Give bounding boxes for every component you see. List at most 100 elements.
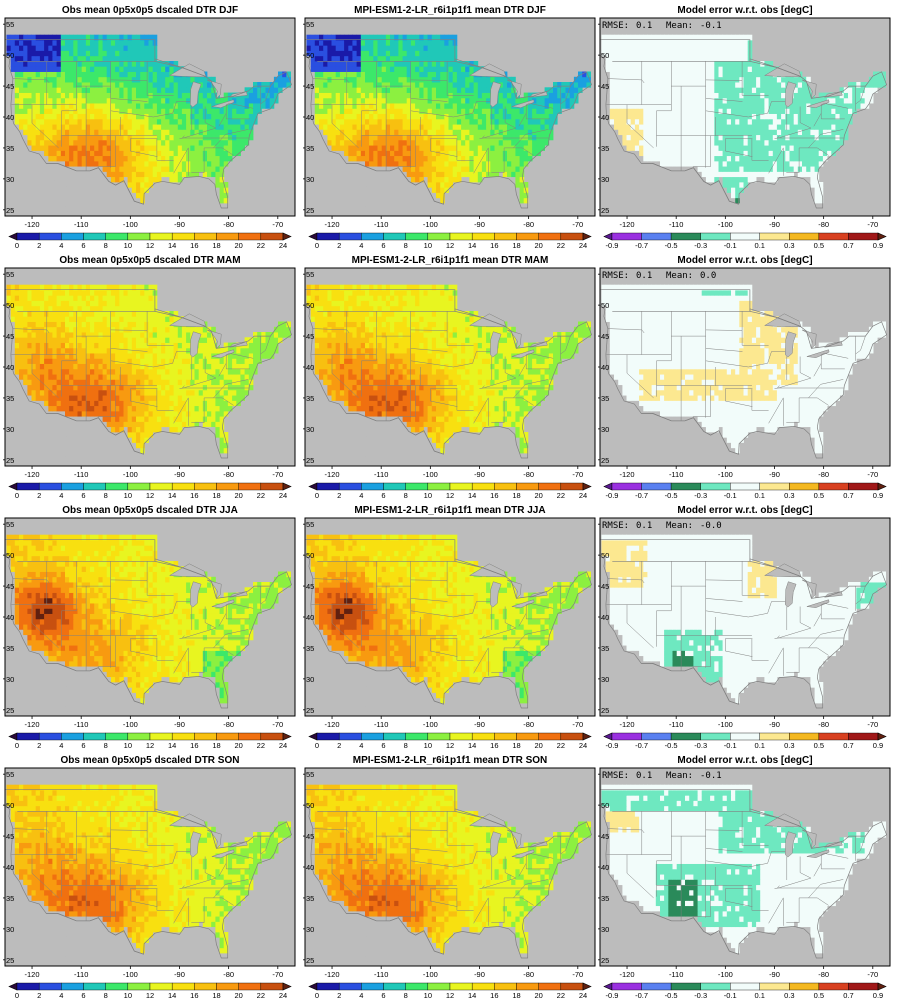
colorbar-tick-label: 0.9: [873, 741, 883, 750]
lat-tick-label: 40: [306, 863, 314, 872]
mexico-border: [346, 913, 444, 955]
lon-tick-label: -100: [423, 220, 438, 229]
colorbar-tick-label: 0: [315, 741, 319, 750]
colorbar-tick-label: 20: [534, 491, 542, 500]
lat-tick-label: 25: [6, 956, 14, 965]
colorbar-tick-label: 12: [146, 741, 154, 750]
colorbar-dtr: 0 2 4 6 8 10 12 14 16 18 20 22 24: [308, 232, 592, 250]
lon-tick-label: -90: [474, 470, 485, 479]
colorbar-tick-label: 8: [104, 991, 108, 1000]
mexico-border: [641, 663, 739, 705]
state-lines: [11, 561, 271, 676]
lat-tick-label: 55: [6, 520, 14, 529]
canada-border: [317, 558, 506, 577]
lat-tick-label: 40: [6, 863, 14, 872]
lat-tick-label: 50: [601, 301, 609, 310]
lon-tick-label: -100: [423, 970, 438, 979]
lat-tick-label: 45: [306, 82, 314, 91]
great-lake: [211, 349, 235, 358]
colorbar-tick-label: 6: [381, 491, 385, 500]
great-lake: [490, 831, 502, 858]
mean-label: Mean:: [666, 521, 693, 531]
coastline: [600, 39, 888, 209]
state-lines: [606, 811, 866, 926]
colorbar-tick-label: 16: [490, 991, 498, 1000]
great-lake: [190, 581, 202, 608]
mexico-border: [46, 913, 144, 955]
colorbar-tick-label: 12: [446, 741, 454, 750]
colorbar-tick-label: 10: [424, 991, 432, 1000]
colorbar-tick-label: 8: [404, 491, 408, 500]
great-lake: [785, 81, 797, 108]
mexico-border: [46, 413, 144, 455]
mexico-border: [346, 663, 444, 705]
mexico-border: [346, 413, 444, 455]
lat-tick-label: 55: [6, 770, 14, 779]
colorbar-tick-label: 0.7: [843, 991, 853, 1000]
lon-tick-label: -70: [867, 720, 878, 729]
colorbar-tick-label: 0.3: [784, 241, 794, 250]
state-lines: [606, 311, 866, 426]
rmse-label: RMSE:: [602, 271, 629, 281]
lat-tick-label: 40: [6, 613, 14, 622]
colorbar-tick-label: 16: [490, 491, 498, 500]
colorbar-tick-label: -0.7: [635, 241, 648, 250]
lon-tick-label: -70: [867, 970, 878, 979]
colorbar-tick-label: 0.5: [814, 491, 824, 500]
colorbar-tick-label: 6: [81, 741, 85, 750]
mean-value: 0.0: [700, 271, 716, 281]
colorbar-tick-label: 4: [59, 241, 63, 250]
lon-tick-label: -70: [272, 720, 283, 729]
lon-tick-label: -120: [620, 220, 635, 229]
lon-tick-label: -110: [669, 220, 683, 229]
colorbar-dtr: 0 2 4 6 8 10 12 14 16 18 20 22 24: [308, 732, 592, 750]
colorbar-tick-label: 20: [234, 241, 242, 250]
field-layer: [600, 34, 888, 216]
lon-tick-label: -80: [223, 970, 234, 979]
lon-tick-label: -110: [669, 470, 683, 479]
lat-tick-label: 25: [6, 206, 14, 215]
mean-value: -0.1: [700, 771, 722, 781]
gridded-field: [6, 284, 291, 454]
lon-tick-label: -90: [769, 970, 780, 979]
state-lines: [11, 61, 271, 176]
lon-tick-label: -70: [572, 470, 583, 479]
lat-tick-label: 25: [6, 456, 14, 465]
lat-tick-label: 30: [6, 925, 14, 934]
canada-border: [317, 808, 506, 827]
mean-label: Mean:: [666, 771, 693, 781]
gridded-field: [306, 534, 591, 704]
colorbar-tick-label: 0.1: [755, 491, 765, 500]
colorbar-dtr: 0 2 4 6 8 10 12 14 16 18 20 22 24: [308, 482, 592, 500]
colorbar-tick-label: -0.1: [724, 491, 737, 500]
colorbar-tick-label: 10: [124, 991, 132, 1000]
colorbar-error: -0.9 -0.7 -0.5 -0.3 -0.1 0.1 0.3 0.5 0.7 0.9: [603, 732, 887, 750]
lon-tick-label: -90: [174, 720, 185, 729]
colorbar-tick-label: -0.9: [606, 241, 619, 250]
colorbar-tick-label: -0.5: [665, 241, 678, 250]
colorbar-dtr: 0 2 4 6 8 10 12 14 16 18 20 22 24: [8, 482, 292, 500]
state-lines: [11, 811, 271, 926]
colorbar-tick-label: 2: [37, 991, 41, 1000]
lat-tick-label: 50: [6, 51, 14, 60]
map-panel-error-djf: Model error w.r.t. obs [degC] -120 -110 -10…: [598, 5, 891, 250]
error-stats: RMSE: 0.1 Mean: 0.0: [602, 271, 716, 281]
lat-tick-label: 45: [6, 582, 14, 591]
coastline: [5, 39, 293, 209]
lat-tick-label: 40: [6, 113, 14, 122]
lat-tick-label: 55: [306, 520, 314, 529]
lon-tick-label: -100: [123, 970, 138, 979]
lat-tick-label: 45: [6, 332, 14, 341]
error-stats: RMSE: 0.1 Mean: -0.1: [602, 771, 722, 781]
colorbar-tick-label: 6: [81, 991, 85, 1000]
great-lake: [511, 99, 535, 108]
panel-title: Obs mean 0p5x0p5 dscaled DTR MAM: [59, 255, 240, 266]
coastline: [600, 789, 888, 959]
colorbar-tick-label: 10: [124, 741, 132, 750]
field-layer: [5, 284, 293, 466]
lon-tick-label: -70: [272, 220, 283, 229]
lat-tick-label: 30: [601, 175, 609, 184]
colorbar-tick-label: 0.9: [873, 491, 883, 500]
lat-tick-label: 45: [601, 582, 609, 591]
